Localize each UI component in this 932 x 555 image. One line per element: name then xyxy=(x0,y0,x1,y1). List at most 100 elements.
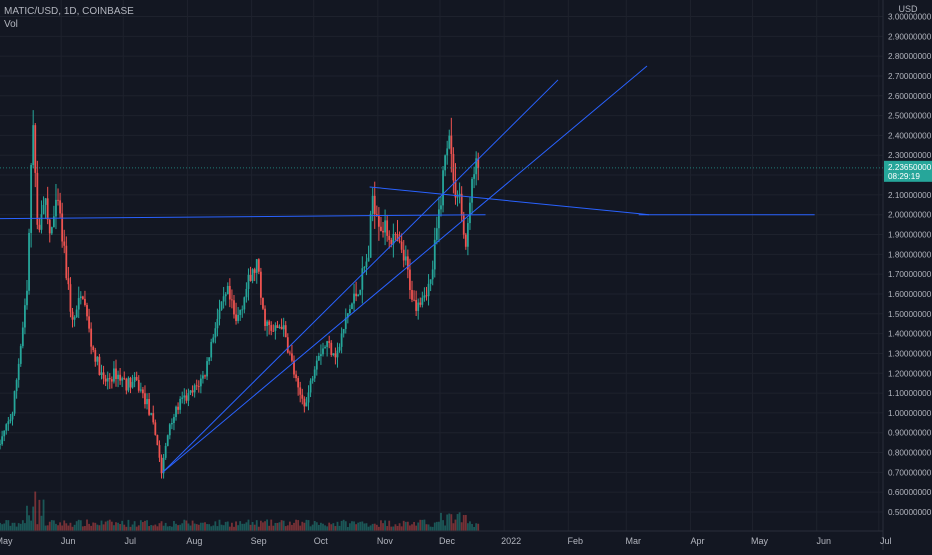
volume-bar xyxy=(61,525,64,531)
volume-bar xyxy=(367,526,370,531)
candle-body xyxy=(402,249,405,261)
trendlines[interactable] xyxy=(0,65,815,473)
candle-body xyxy=(206,361,208,377)
volume-bar xyxy=(152,525,155,531)
candle-body xyxy=(251,269,254,281)
volume-bar xyxy=(373,523,376,531)
volume-bar xyxy=(28,515,30,531)
volume-bar xyxy=(133,521,136,531)
price-tick-label: 1.00000000 xyxy=(888,409,932,418)
volume-bar xyxy=(446,514,449,531)
volume-bar xyxy=(104,521,107,531)
candle-body xyxy=(237,314,240,321)
candle-body xyxy=(84,298,86,306)
volume-bar xyxy=(233,526,235,531)
rising-trendline-shallow[interactable] xyxy=(162,65,648,473)
candle-body xyxy=(19,346,22,364)
volume-bar xyxy=(406,521,409,531)
time-axis[interactable]: May Jun Jul Aug Sep Oct Nov Dec 2022 Feb Mar Apr May… xyxy=(0,530,892,546)
candle-body xyxy=(100,372,103,375)
candle-body xyxy=(69,284,72,312)
volume-bar xyxy=(231,522,233,531)
volume-bar xyxy=(456,514,459,531)
volume-bar xyxy=(351,521,353,531)
rising-trendline-steep[interactable] xyxy=(162,79,559,473)
volume-bar xyxy=(297,520,300,531)
volume-bar xyxy=(245,522,248,531)
candle-body xyxy=(119,374,122,381)
candle-body xyxy=(59,200,61,214)
volume-bar xyxy=(144,520,146,531)
price-tick-label: 2.50000000 xyxy=(888,112,932,121)
volume-bar xyxy=(415,525,418,531)
volume-bar xyxy=(342,519,345,531)
candle-body xyxy=(79,296,82,299)
candle-body xyxy=(195,385,198,387)
candle-body xyxy=(342,328,345,334)
descending-resistance-line[interactable] xyxy=(369,186,650,216)
candle-body xyxy=(320,354,322,356)
candle-body xyxy=(322,348,324,355)
candle-body xyxy=(98,356,101,375)
candle-body xyxy=(121,378,124,381)
candle-body xyxy=(377,215,380,227)
candle-body xyxy=(15,379,18,392)
candle-body xyxy=(185,395,188,401)
volume-label[interactable]: Vol xyxy=(4,19,18,30)
candle-body xyxy=(367,257,370,262)
volume-bar xyxy=(222,525,225,531)
volume-bar xyxy=(371,523,374,531)
volume-bar xyxy=(21,520,24,531)
volume-bar xyxy=(450,514,453,531)
candle-body xyxy=(28,232,30,291)
volume-bar xyxy=(278,522,281,531)
volume-bar xyxy=(129,526,132,531)
candle-body xyxy=(392,233,395,245)
candle-body xyxy=(129,377,132,388)
volume-bar xyxy=(237,525,240,531)
volume-bar xyxy=(413,521,415,531)
volume-bar xyxy=(398,523,401,531)
volume-bar xyxy=(102,524,105,531)
candle-body xyxy=(36,172,39,225)
volume-bar xyxy=(77,519,80,531)
volume-bar xyxy=(363,523,366,531)
volume-bar xyxy=(425,524,428,531)
volume-bar xyxy=(156,526,159,531)
time-tick-label: Sep xyxy=(251,536,267,546)
volume-bar xyxy=(475,523,478,531)
volume-bar xyxy=(249,524,252,531)
candle-body xyxy=(243,297,246,310)
volume-bar xyxy=(5,520,8,531)
candle-body xyxy=(181,397,184,399)
candle-body xyxy=(427,283,430,297)
price-tick-label: 0.60000000 xyxy=(888,488,932,497)
volume-bar xyxy=(338,525,341,531)
symbol-line[interactable]: MATIC/USD, 1D, COINBASE xyxy=(4,6,134,17)
volume-bar xyxy=(183,519,186,531)
volume-bar xyxy=(94,522,97,531)
candle-body xyxy=(210,341,213,358)
volume-bar xyxy=(466,523,469,531)
volume-bar xyxy=(96,524,99,531)
volume-bar xyxy=(460,522,463,531)
time-tick-label: Jul xyxy=(880,536,892,546)
volume-bar xyxy=(175,523,177,531)
candle-body xyxy=(464,234,467,247)
volume-bar xyxy=(187,523,190,531)
volume-bar xyxy=(38,499,41,531)
candle-body xyxy=(160,457,163,474)
volume-bar xyxy=(197,524,200,531)
candle-body xyxy=(9,419,12,422)
candle-body xyxy=(433,239,436,270)
candle-body xyxy=(328,341,331,343)
candle-body xyxy=(469,202,471,224)
volume-bar xyxy=(336,521,339,531)
candle-body xyxy=(142,389,144,394)
candle-body xyxy=(357,294,360,297)
horizontal-support-line[interactable] xyxy=(0,214,486,220)
volume-bar xyxy=(396,526,399,531)
candle-body xyxy=(67,278,70,285)
